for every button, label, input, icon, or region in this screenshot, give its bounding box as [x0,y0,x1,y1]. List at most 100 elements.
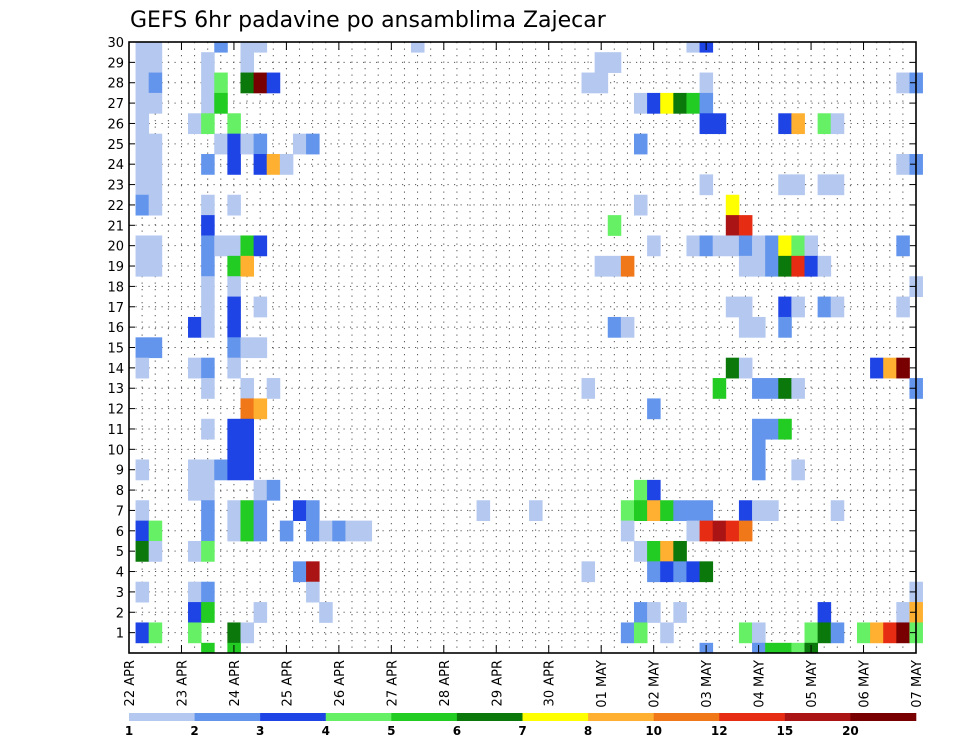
legend-label: 2 [190,724,198,738]
data-cell [699,92,714,114]
data-cell [647,561,661,583]
data-cell [266,378,281,399]
data-cell [660,500,674,522]
data-cell [896,622,910,644]
data-cell [620,316,635,338]
data-cell [896,357,910,379]
data-cell [581,72,596,94]
y-tick-label: 25 [107,138,124,153]
data-cell [660,92,674,114]
data-cell [227,154,241,175]
data-cell [214,235,228,257]
data-cell [201,52,215,73]
data-cell [778,255,792,277]
y-tick-label: 12 [107,403,124,418]
x-tick-label: 07 MAY [910,660,925,708]
y-tick-label: 30 [107,36,124,51]
data-cell [240,418,255,440]
x-tick-label: 30 APR [543,660,558,706]
data-cell [765,255,779,277]
data-cell [765,378,779,399]
data-cell [188,316,202,338]
data-cell [148,337,163,359]
data-cell [306,133,320,155]
data-cell [201,276,215,297]
y-tick-label: 18 [107,280,124,295]
data-cell [306,520,320,542]
x-tick-label: 05 MAY [805,660,820,708]
legend-label: 3 [256,724,264,738]
x-tick-label: 03 MAY [700,660,715,708]
data-cell [201,642,215,654]
data-cell [253,479,268,501]
data-cell [752,622,766,644]
data-cell [581,561,596,583]
data-cell [778,642,792,654]
data-cell [620,622,635,644]
data-cell [253,337,268,359]
data-cell [752,235,766,257]
data-cell [292,500,307,522]
data-cell [240,398,255,420]
data-cell [227,337,241,359]
data-cell [883,622,897,644]
data-cell [227,133,241,155]
legend-swatch [784,713,851,721]
y-tick-label: 19 [107,260,124,275]
data-cell [345,520,359,542]
y-tick-label: 5 [116,545,124,560]
data-cell [594,52,609,73]
data-cell [135,92,150,114]
data-cell [214,92,228,114]
data-cell [712,378,727,399]
data-cell [830,296,845,318]
y-tick-label: 26 [107,117,124,132]
y-tick-label: 13 [107,382,124,397]
data-cell [647,540,661,562]
data-cell [188,540,202,562]
data-cell [791,378,805,399]
data-cell [253,398,268,420]
data-cell [319,602,333,623]
x-tick-label: 01 MAY [595,660,610,708]
y-tick-label: 7 [116,504,124,519]
data-cell [686,500,700,522]
data-cell [778,296,792,318]
data-cell [227,235,241,257]
data-cell [148,133,163,155]
data-cell [148,92,163,114]
legend-swatch [260,713,327,721]
data-cell [227,500,241,522]
data-cell [817,174,832,196]
data-cell [633,133,648,155]
data-cell [752,255,766,277]
y-tick-label: 1 [116,627,124,642]
data-cell [752,459,766,481]
data-cell [201,357,215,379]
data-cell [791,459,805,481]
data-cell [266,72,281,94]
y-tick-label: 14 [107,362,124,377]
data-cell [135,72,150,94]
data-cell [647,479,661,501]
data-cell [201,316,215,338]
data-cell [673,561,687,583]
data-cell [856,622,871,644]
data-cell [148,42,163,53]
data-cell [135,540,150,562]
y-axis: 1234567891011121314151617181920212223242… [107,36,916,642]
data-cell [148,52,163,73]
data-cell [214,72,228,94]
legend-swatch [129,713,195,721]
data-cell [253,500,268,522]
legend-label: 4 [322,724,330,738]
data-cell [738,215,753,236]
x-tick-label: 25 APR [280,660,295,706]
x-tick-label: 22 APR [123,660,138,706]
data-cell [529,500,543,522]
data-cell [266,154,281,175]
data-cell [752,500,766,522]
y-tick-label: 23 [107,179,124,194]
legend-label: 5 [387,724,395,738]
